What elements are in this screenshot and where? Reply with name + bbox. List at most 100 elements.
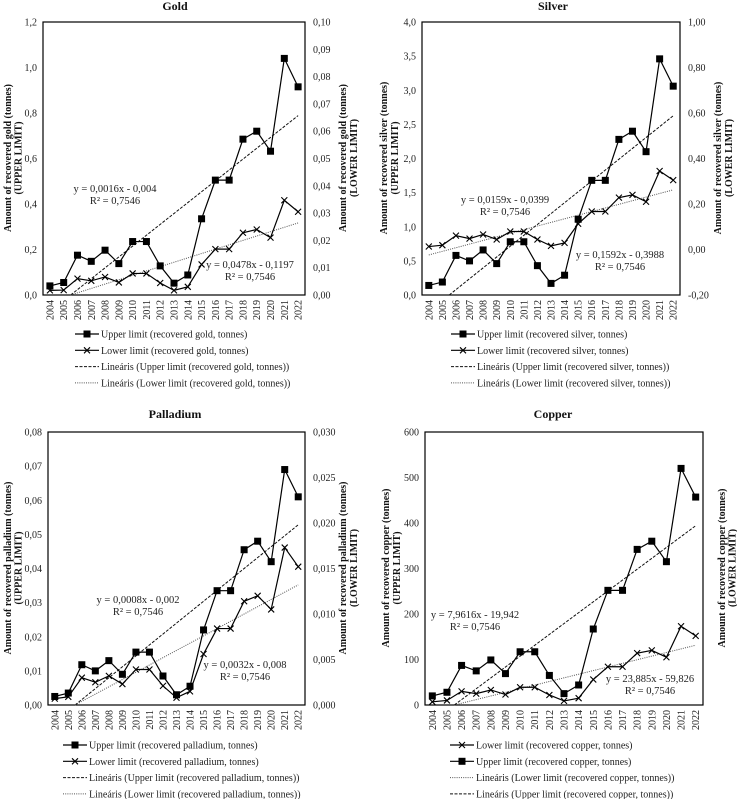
x-tick-label: 2019 — [628, 300, 639, 320]
y-tick-label: 3,5 — [404, 52, 417, 63]
x-tick-label: 2013 — [172, 710, 183, 730]
x-tick-label: 2014 — [186, 710, 197, 730]
x-tick-label: 2009 — [501, 710, 512, 730]
data-point-square — [253, 127, 261, 135]
data-point-square — [458, 661, 466, 669]
x-tick-label: 2008 — [486, 710, 497, 730]
legend-item: Lineáris (Lower limit (recovered copper,… — [450, 773, 674, 784]
data-point-x — [466, 235, 473, 242]
legend-item: Lower limit (recovered gold, tonnes) — [75, 346, 248, 357]
data-point-x — [184, 283, 192, 291]
x-tick-label: 2017 — [226, 710, 237, 730]
data-point-x — [663, 653, 670, 661]
data-point-x — [615, 194, 623, 202]
data-point-x — [294, 208, 302, 216]
legend-marker-x — [71, 757, 79, 765]
trendline-dashed — [454, 525, 696, 706]
data-point-square — [428, 692, 436, 700]
trend-equation: y = 0,0016x - 0,004 — [74, 184, 158, 195]
data-point-square — [254, 537, 262, 545]
data-point-x — [132, 666, 140, 673]
x-tick-label: 2004 — [45, 300, 56, 320]
data-point-x — [472, 690, 480, 698]
data-point-square — [184, 271, 192, 279]
data-point-x — [146, 666, 153, 673]
data-point-square — [443, 688, 451, 696]
data-point-square — [656, 55, 664, 63]
data-point-x — [170, 286, 178, 294]
series-line-square — [49, 56, 299, 287]
x-tick-label: 2018 — [238, 300, 249, 320]
trendline-dashed — [70, 115, 299, 296]
data-point-x — [428, 698, 436, 706]
data-point-square — [547, 279, 555, 287]
y-tick-label: 0 — [414, 701, 419, 712]
x-tick-label: 2013 — [560, 710, 571, 730]
chart-title: Gold — [162, 0, 188, 13]
data-point-square — [64, 689, 72, 697]
data-point-x — [253, 226, 261, 233]
legend-label: Lineáris (Upper limit (recovered copper,… — [476, 789, 673, 799]
data-point-square — [156, 262, 164, 270]
x-tick-label: 2010 — [128, 300, 139, 320]
data-point-square — [533, 262, 541, 270]
trendline-dotted — [454, 644, 696, 706]
y-tick-label: 600 — [404, 428, 419, 439]
data-point-x — [604, 663, 612, 671]
x-tick-label: 2018 — [614, 300, 625, 320]
data-point-x — [619, 663, 626, 671]
y-tick-label: 0,01 — [25, 666, 43, 677]
y2-tick-label: 0,20 — [688, 200, 706, 211]
legend-item: Upper limit (recovered palladium, tonnes… — [63, 741, 258, 752]
x-tick-label: 2013 — [170, 300, 181, 320]
legend-marker-square — [83, 330, 91, 338]
data-point-x — [173, 694, 180, 702]
legend-label: Lineáris (Upper limit (recovered gold, t… — [101, 362, 289, 373]
y-tick-label: 0,06 — [25, 496, 43, 507]
trend-equation: y = 0,1592x - 0,3988 — [576, 250, 664, 261]
y2-tick-label: 0,01 — [313, 263, 331, 274]
x-tick-label: 2006 — [77, 710, 88, 730]
y-tick-label: 2,0 — [404, 154, 417, 165]
data-point-square — [87, 257, 95, 265]
data-point-x — [443, 697, 451, 704]
plot-area-frame — [42, 21, 306, 296]
data-point-square — [692, 493, 700, 501]
data-point-x — [506, 228, 514, 235]
x-tick-label: 2016 — [603, 710, 614, 730]
legend-label: Lineáris (Lower limit (recovered silver,… — [477, 378, 670, 389]
x-tick-label: 2009 — [492, 300, 503, 320]
data-point-square — [170, 279, 178, 287]
panel-gold: Gold 0,0 0,2 0,4 0,6 0,8 1,0 1,2 0,00 0,01 0,02 0,0… — [3, 0, 360, 389]
data-point-x — [487, 686, 495, 694]
y-tick-label: 1,0 — [25, 63, 38, 74]
data-point-square — [466, 257, 474, 265]
data-point-square — [227, 587, 235, 595]
legend-item: Upper limit (recovered copper, tonnes) — [450, 757, 631, 768]
y-tick-label: 4,0 — [404, 18, 417, 29]
x-tick-label: 2007 — [91, 710, 102, 730]
x-tick-label: 2016 — [213, 710, 224, 730]
legend-label: Lower limit (recovered palladium, tonnes… — [89, 757, 259, 768]
y2-tick-label: 0,08 — [313, 72, 331, 83]
y2-tick-label: 0,40 — [688, 154, 706, 165]
data-point-x — [574, 220, 582, 228]
legend-label: Upper limit (recovered palladium, tonnes… — [89, 741, 258, 752]
data-point-square — [615, 135, 623, 143]
data-point-square — [669, 82, 677, 90]
data-point-x — [105, 672, 113, 680]
x-tick-label: 2019 — [253, 710, 264, 730]
trend-r2: R² = 0,7546 — [113, 607, 163, 618]
data-point-x — [677, 622, 685, 630]
y2-tick-label: 0,00 — [313, 291, 331, 302]
y2-axis-title: (LOWER LIMIT) — [728, 529, 737, 607]
data-point-x — [575, 694, 583, 702]
y2-tick-label: 0,03 — [313, 209, 331, 220]
legend-item: Upper limit (recovered silver, tonnes) — [451, 330, 627, 341]
legend-label: Upper limit (recovered gold, tonnes) — [101, 330, 247, 341]
data-point-x — [64, 693, 72, 701]
data-point-x — [642, 198, 650, 206]
trendline-dotted — [74, 584, 299, 706]
x-tick-label: 2004 — [424, 300, 435, 320]
legend-marker-x — [459, 346, 467, 354]
